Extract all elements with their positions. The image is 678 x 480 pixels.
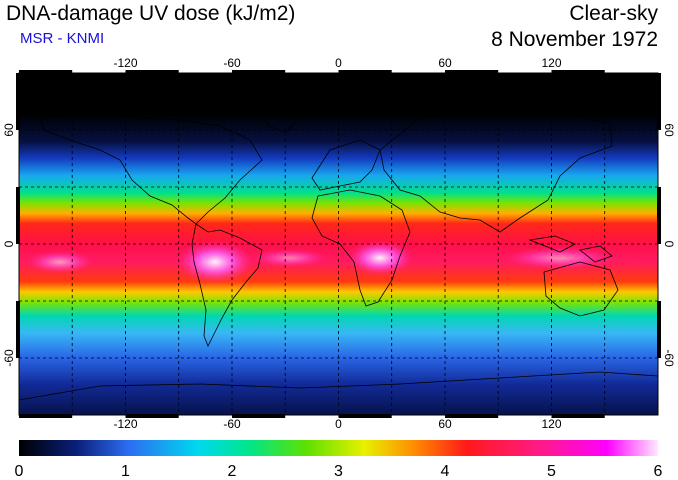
colorbar-label: 5 <box>547 463 556 480</box>
colorbar: 0 1 2 3 4 5 6 <box>15 440 663 480</box>
lon-label: 60 <box>438 417 452 431</box>
coastlines <box>19 95 658 401</box>
lat-labels-left: 60 0 -60 <box>2 123 16 367</box>
colorbar-label: 0 <box>15 463 24 480</box>
lon-label: -60 <box>223 56 241 70</box>
lon-label: -120 <box>113 417 137 431</box>
uv-dose-field <box>19 73 658 415</box>
lat-labels-right: 60 0 -60 <box>662 123 676 367</box>
map-frame <box>16 70 661 418</box>
lat-label: 60 <box>662 123 676 137</box>
colorbar-gradient <box>19 440 658 456</box>
lon-label: 60 <box>438 56 452 70</box>
colorbar-label: 4 <box>441 463 450 480</box>
lat-label: 0 <box>2 240 16 247</box>
lat-label: 60 <box>2 123 16 137</box>
map-title: DNA-damage UV dose (kJ/m2) <box>6 2 296 25</box>
lat-label: 0 <box>662 241 676 248</box>
colorbar-label: 2 <box>228 463 237 480</box>
lon-label: 0 <box>335 417 342 431</box>
lon-label: 120 <box>541 417 561 431</box>
lon-label: 0 <box>335 56 342 70</box>
lon-label: 120 <box>541 56 561 70</box>
lon-label: -60 <box>223 417 241 431</box>
graticule <box>19 73 658 415</box>
date-label: 8 November 1972 <box>491 28 658 51</box>
colorbar-label: 3 <box>334 463 343 480</box>
lon-labels-bottom: -120 -60 0 60 120 <box>113 417 561 431</box>
lon-label: -120 <box>113 56 137 70</box>
lat-label: -60 <box>2 349 16 367</box>
lon-labels-top: -120 -60 0 60 120 <box>113 56 561 70</box>
colorbar-label: 6 <box>654 463 663 480</box>
sky-condition-label: Clear-sky <box>569 2 658 25</box>
source-label: MSR - KNMI <box>20 30 105 47</box>
colorbar-label: 1 <box>121 463 130 480</box>
lat-label: -60 <box>662 349 676 367</box>
colorbar-labels: 0 1 2 3 4 5 6 <box>15 463 663 480</box>
